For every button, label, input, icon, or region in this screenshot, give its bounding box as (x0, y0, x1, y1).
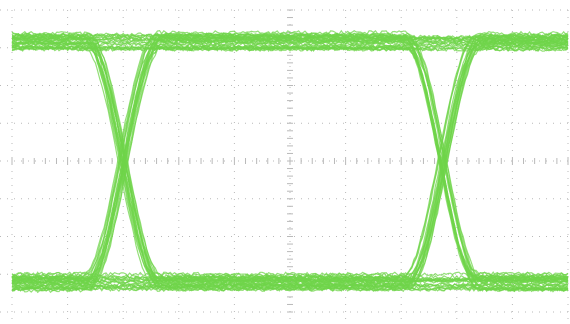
eye-trace-path (11, 37, 568, 285)
eye-trace-path (11, 33, 569, 280)
eye-trace-path (11, 38, 569, 286)
eye-trace-path (11, 41, 569, 289)
eye-trace-path (11, 44, 568, 291)
eye-trace-path (11, 41, 569, 289)
eye-trace-path (11, 33, 569, 281)
eye-trace-path (11, 33, 568, 281)
graticule (0, 9, 570, 322)
eye-trace-path (11, 45, 569, 293)
eye-trace-path (11, 43, 569, 291)
eye-trace-path (11, 33, 569, 281)
eye-trace-path (11, 43, 569, 291)
eye-trace-path (11, 45, 569, 293)
eye-trace-path (11, 30, 569, 278)
eye-trace-path (11, 36, 569, 284)
eye-trace (11, 29, 569, 294)
eye-trace-path (11, 32, 569, 279)
